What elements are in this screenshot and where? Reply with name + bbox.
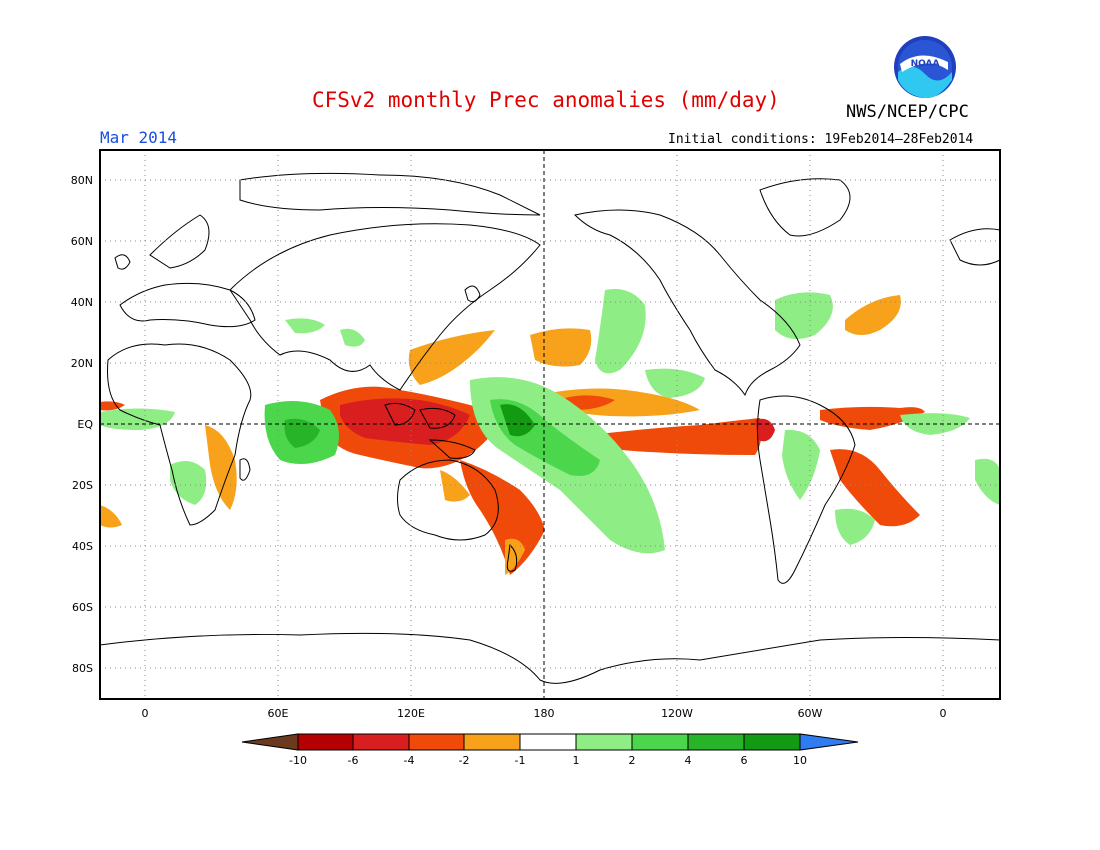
wet-southern-africa	[170, 461, 207, 505]
coast-scandinavia	[149, 214, 210, 269]
colorbar-label: 6	[741, 754, 748, 767]
anomaly-shading	[100, 289, 1000, 575]
dry-atlantic-north	[845, 295, 901, 335]
coast-asia	[229, 223, 541, 391]
lon-label: 0	[142, 707, 149, 720]
map-frame	[99, 149, 1001, 700]
colorbar-bin	[687, 733, 745, 751]
forecast-month: Mar 2014	[100, 128, 178, 147]
noaa-logo: NOAA	[894, 36, 956, 99]
wet-amazon	[782, 429, 820, 500]
colorbar-bin	[743, 733, 801, 751]
coast-arctic-russia	[239, 172, 541, 216]
lat-label: 60N	[71, 235, 93, 248]
dry-africa-east	[205, 425, 237, 510]
colorbar-label: 2	[629, 754, 636, 767]
dry-atlantic-eq	[820, 406, 925, 430]
colorbar-bin	[352, 733, 410, 751]
lon-label: 120W	[661, 707, 693, 720]
colorbar-bin	[519, 733, 577, 751]
noaa-logo-text: NOAA	[911, 59, 940, 69]
dry-africa-southwest	[100, 505, 122, 528]
colorbar-label: 4	[685, 754, 692, 767]
colorbar-label: 1	[573, 754, 580, 767]
colorbar-label: -6	[348, 754, 359, 767]
dry-australia-west	[440, 470, 470, 502]
wet-hawaii-region	[645, 368, 705, 398]
wet-central-pacific-north	[595, 289, 646, 374]
coast-greenland	[759, 178, 851, 237]
lon-label: 180	[534, 707, 555, 720]
dry-eq-pacific-band	[590, 418, 762, 455]
coast-madagascar	[239, 458, 251, 481]
wet-atlantic-eq-west	[100, 408, 175, 430]
lat-label: 80S	[72, 662, 93, 675]
lat-label: EQ	[77, 418, 93, 431]
wet-arabia	[285, 318, 325, 334]
wet-india-north	[340, 328, 365, 347]
colorbar-bin	[297, 733, 354, 751]
lon-label: 60E	[268, 707, 289, 720]
lon-label: 0	[940, 707, 947, 720]
lat-labels: 80N 60N 40N 20N EQ 20S 40S 60S 80S	[71, 174, 94, 675]
wet-atlantic-south	[835, 508, 875, 545]
lat-label: 80N	[71, 174, 93, 187]
dry-australia-east	[460, 460, 545, 575]
wet-spcz-darkest	[500, 404, 535, 437]
colorbar-label: 10	[793, 754, 807, 767]
coast-new-zealand	[506, 543, 518, 572]
colorbar-bin	[631, 733, 689, 751]
coast-antarctica	[99, 632, 1001, 684]
colorbar-label: -2	[459, 754, 470, 767]
colorbar-label: -10	[289, 754, 307, 767]
dry-atlantic-south	[830, 449, 920, 527]
dry-core-indonesia	[340, 398, 470, 445]
colorbar-bin	[575, 733, 633, 751]
colorbar-right-arrow	[799, 733, 859, 751]
colorbar-label: -1	[515, 754, 526, 767]
colorbar-bin	[408, 733, 465, 751]
coast-uk	[114, 254, 131, 270]
lat-label: 20N	[71, 357, 93, 370]
lon-label: 120E	[397, 707, 425, 720]
reference-lines	[100, 150, 1000, 699]
coast-africa	[107, 343, 252, 526]
lat-label: 20S	[72, 479, 93, 492]
agency-label: NWS/NCEP/CPC	[846, 102, 969, 122]
lat-label: 40S	[72, 540, 93, 553]
colorbar-bin	[463, 733, 521, 751]
coast-japan	[464, 285, 481, 303]
initial-conditions: Initial conditions: 19Feb2014–28Feb2014	[668, 132, 974, 147]
colorbar: -10 -6 -4 -2 -1 1 2 4 6 10	[241, 733, 859, 767]
wet-indian-ocean-core	[284, 418, 320, 448]
lat-label: 40N	[71, 296, 93, 309]
dry-philippines-sea	[408, 330, 495, 385]
chart-title: CFSv2 monthly Prec anomalies (mm/day)	[312, 88, 780, 112]
coast-europe	[119, 282, 256, 328]
lon-label: 60W	[798, 707, 823, 720]
dry-north-itcz	[555, 388, 700, 417]
dry-central-pacific-north	[530, 328, 592, 367]
gridlines	[100, 150, 1000, 699]
coast-maritime-continent	[384, 402, 476, 459]
coast-north-america	[574, 209, 801, 397]
wet-africa-southeast	[975, 458, 1000, 505]
dry-north-itcz-core	[565, 395, 615, 410]
lat-label: 60S	[72, 601, 93, 614]
coast-australia	[397, 459, 499, 541]
colorbar-label: -4	[404, 754, 415, 767]
colorbar-left-arrow	[241, 733, 299, 751]
lon-labels: 0 60E 120E 180 120W 60W 0	[142, 707, 947, 720]
coast-south-america	[757, 395, 856, 584]
